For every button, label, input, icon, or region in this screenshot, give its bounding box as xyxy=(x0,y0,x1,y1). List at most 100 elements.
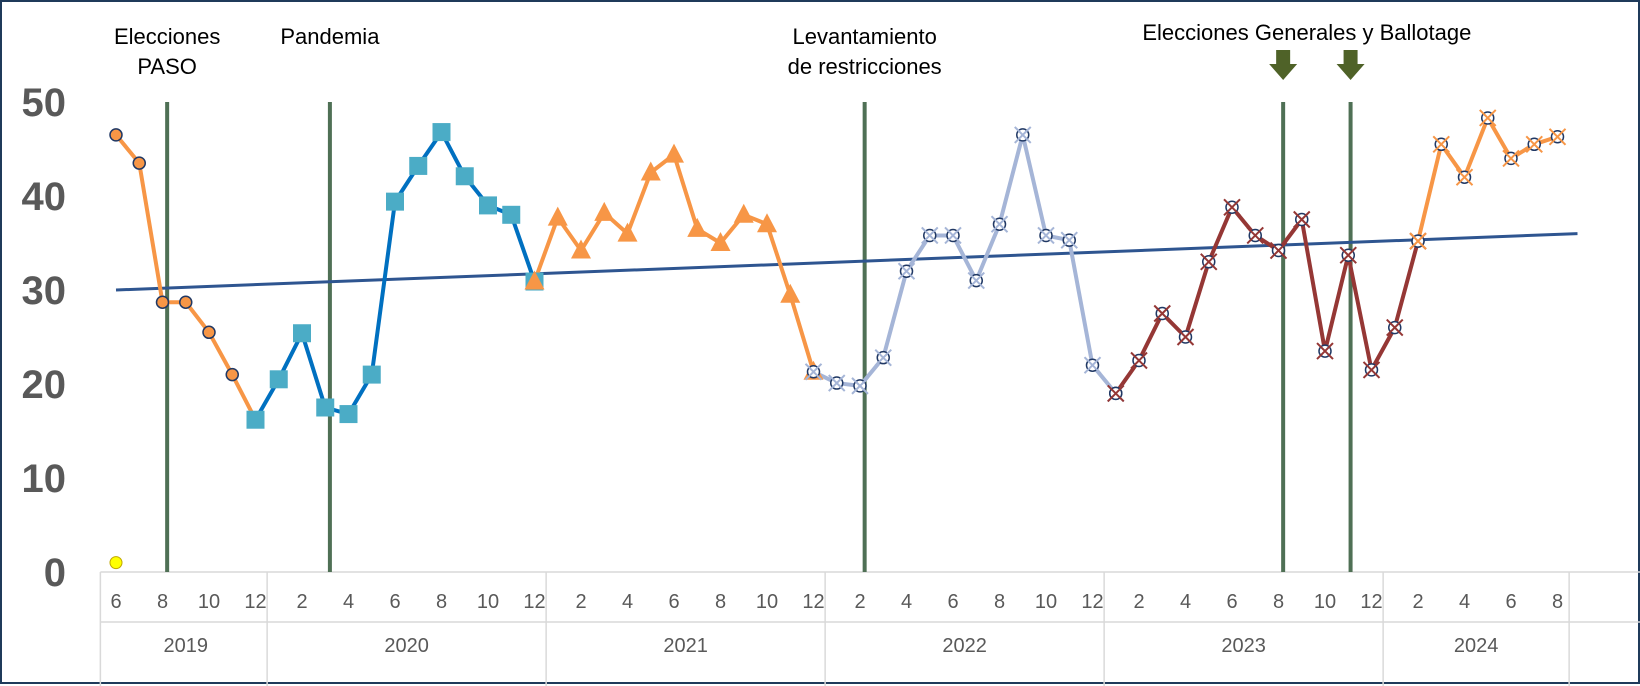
month-tick-label: 10 xyxy=(198,591,220,613)
data-point xyxy=(571,239,591,259)
series-line xyxy=(812,132,1118,395)
data-point xyxy=(921,226,939,245)
month-tick-label: 12 xyxy=(1081,591,1103,613)
month-tick-label: 2 xyxy=(854,591,865,613)
data-point-cross xyxy=(1455,168,1474,186)
data-point xyxy=(362,365,381,384)
data-point-cross xyxy=(921,226,939,245)
data-point xyxy=(455,167,474,186)
data-point xyxy=(990,215,1009,233)
month-tick-label: 6 xyxy=(110,591,121,613)
data-point-cross xyxy=(1432,135,1450,154)
data-point-cross xyxy=(944,226,962,245)
data-point xyxy=(1014,126,1032,144)
event-label: de restricciones xyxy=(788,54,942,79)
data-point xyxy=(547,206,568,226)
data-point-cross xyxy=(1409,232,1427,250)
year-label: 2024 xyxy=(1454,635,1499,657)
month-tick-label: 12 xyxy=(1360,591,1382,613)
event-label: PASO xyxy=(137,54,197,79)
data-point-cross xyxy=(990,215,1009,233)
month-tick-label: 12 xyxy=(523,591,545,613)
data-point-cross xyxy=(804,363,823,381)
data-point-cross xyxy=(1083,356,1102,374)
y-axis: 0 10 20 30 40 50 xyxy=(22,81,67,595)
data-point xyxy=(594,201,615,221)
data-point xyxy=(1223,198,1241,216)
month-tick-label: 2 xyxy=(296,591,307,613)
event-label: Elecciones xyxy=(114,24,220,49)
data-point-cross xyxy=(1223,198,1241,216)
data-point-cross xyxy=(1200,253,1218,271)
event-markers: Elecciones PASO Pandemia Levantamiento de re… xyxy=(114,20,1471,572)
y-tick-label: 40 xyxy=(22,175,67,219)
data-point-cross xyxy=(1386,318,1404,337)
data-point xyxy=(502,205,521,224)
series-3-markers xyxy=(524,143,824,380)
data-point-cross xyxy=(1269,241,1288,260)
series-line xyxy=(1416,115,1559,242)
event-label: Levantamiento xyxy=(792,24,936,49)
month-tick-label: 12 xyxy=(802,591,824,613)
month-tick-label: 12 xyxy=(244,591,266,613)
data-point xyxy=(1200,253,1218,271)
month-tick-label: 8 xyxy=(1273,591,1284,613)
month-tick-label: 6 xyxy=(947,591,958,613)
month-tick-label: 4 xyxy=(1180,591,1191,613)
month-tick-label: 6 xyxy=(389,591,400,613)
month-tick-label: 6 xyxy=(668,591,679,613)
data-point-cross xyxy=(1525,135,1543,154)
data-point-cross xyxy=(1502,149,1520,168)
month-tick-label: 10 xyxy=(477,591,499,613)
data-point xyxy=(339,405,358,424)
data-point xyxy=(874,348,892,367)
data-point xyxy=(246,410,265,429)
data-point-cross xyxy=(1548,128,1567,146)
series-6 xyxy=(1416,115,1559,242)
data-point-cross xyxy=(1060,231,1078,249)
data-point-cross xyxy=(874,348,892,367)
data-point-cross xyxy=(897,262,916,280)
data-point xyxy=(851,377,869,395)
data-point xyxy=(687,217,708,237)
down-arrow-icon xyxy=(1336,50,1365,80)
data-point-cross xyxy=(1130,351,1148,370)
month-tick-label: 6 xyxy=(1226,591,1237,613)
month-tick-label: 8 xyxy=(436,591,447,613)
year-label: 2023 xyxy=(1221,635,1266,657)
series-1-markers xyxy=(109,128,263,427)
x-axis: 2019 2020 2021 2022 2023 2024 6 8 10 12 2 4 6 8 10 12 2 4… xyxy=(99,571,1640,686)
data-point xyxy=(664,143,684,163)
data-point xyxy=(179,295,193,309)
outlier-point xyxy=(109,556,123,570)
data-point xyxy=(1083,356,1102,374)
data-point xyxy=(1107,384,1125,403)
data-point xyxy=(1246,226,1264,245)
data-point xyxy=(479,196,497,215)
data-point xyxy=(432,123,451,142)
y-tick-label: 30 xyxy=(22,269,67,313)
data-point xyxy=(967,271,985,290)
month-tick-label: 8 xyxy=(994,591,1005,613)
data-point-cross xyxy=(1479,109,1497,127)
data-point xyxy=(1548,128,1567,146)
year-label: 2021 xyxy=(663,635,708,657)
data-point xyxy=(1339,246,1357,264)
data-point xyxy=(828,374,846,392)
data-point-cross xyxy=(1246,226,1264,245)
data-point xyxy=(1153,304,1171,323)
data-point xyxy=(1362,361,1381,379)
data-point xyxy=(269,370,288,389)
data-point xyxy=(109,128,123,142)
data-point xyxy=(409,156,428,175)
data-point xyxy=(1176,328,1195,346)
data-point xyxy=(1060,231,1078,249)
y-tick-label: 20 xyxy=(22,363,67,407)
data-point-cross xyxy=(1014,126,1032,144)
data-point xyxy=(897,262,916,280)
month-tick-label: 4 xyxy=(622,591,633,613)
data-point xyxy=(1502,149,1520,168)
data-point-cross xyxy=(1316,342,1334,360)
